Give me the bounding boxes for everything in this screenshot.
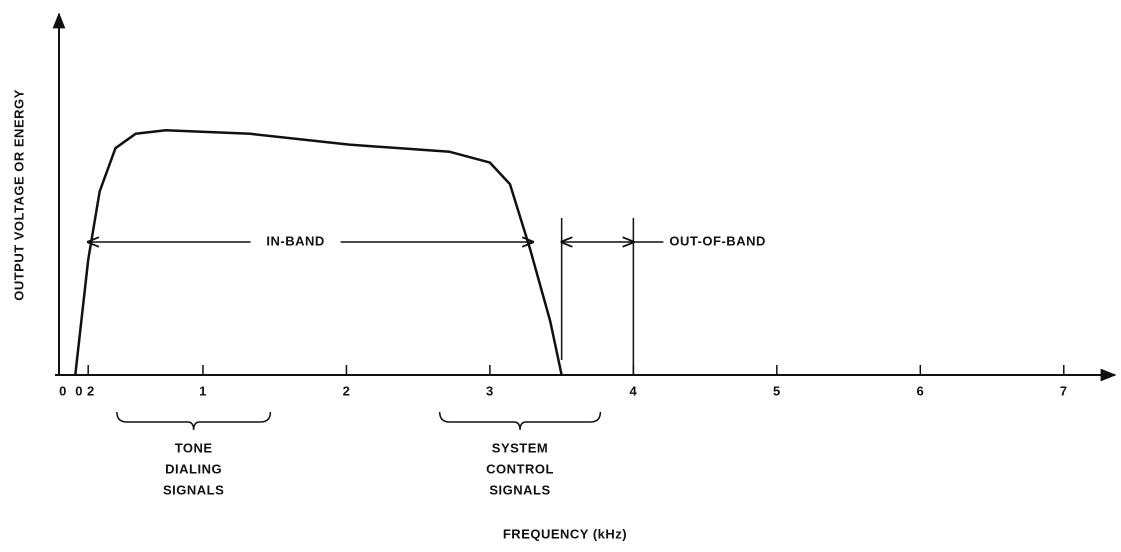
y-axis-label: OUTPUT VOLTAGE OR ENERGY xyxy=(11,89,26,301)
band-label: OUT-OF-BAND xyxy=(669,233,766,248)
x-tick-label: 7 xyxy=(1060,383,1068,398)
brace-label: SIGNALS xyxy=(489,482,550,497)
x-tick-label: 3 xyxy=(486,383,494,398)
x-tick-label: 6 xyxy=(916,383,924,398)
band-label: IN-BAND xyxy=(266,233,324,248)
brace xyxy=(117,412,271,430)
x-origin-label: 0 xyxy=(59,383,67,398)
brace-label: TONE xyxy=(175,440,213,455)
x-tick-label: 4 xyxy=(630,383,638,398)
brace-label: DIALING xyxy=(165,461,222,476)
x-tick-label: 2 xyxy=(343,383,351,398)
brace-label: CONTROL xyxy=(486,461,554,476)
chart: FREQUENCY (kHz) OUTPUT VOLTAGE OR ENERGY… xyxy=(0,0,1121,547)
brace-label: SYSTEM xyxy=(492,440,548,455)
brace-label: SIGNALS xyxy=(163,482,224,497)
x-tick-label: 1 xyxy=(199,383,207,398)
brace xyxy=(440,412,601,430)
x-tick-label: 0 2 xyxy=(75,383,95,398)
response-curve xyxy=(75,130,561,375)
x-tick-label: 5 xyxy=(773,383,781,398)
x-axis-label: FREQUENCY (kHz) xyxy=(503,526,627,541)
